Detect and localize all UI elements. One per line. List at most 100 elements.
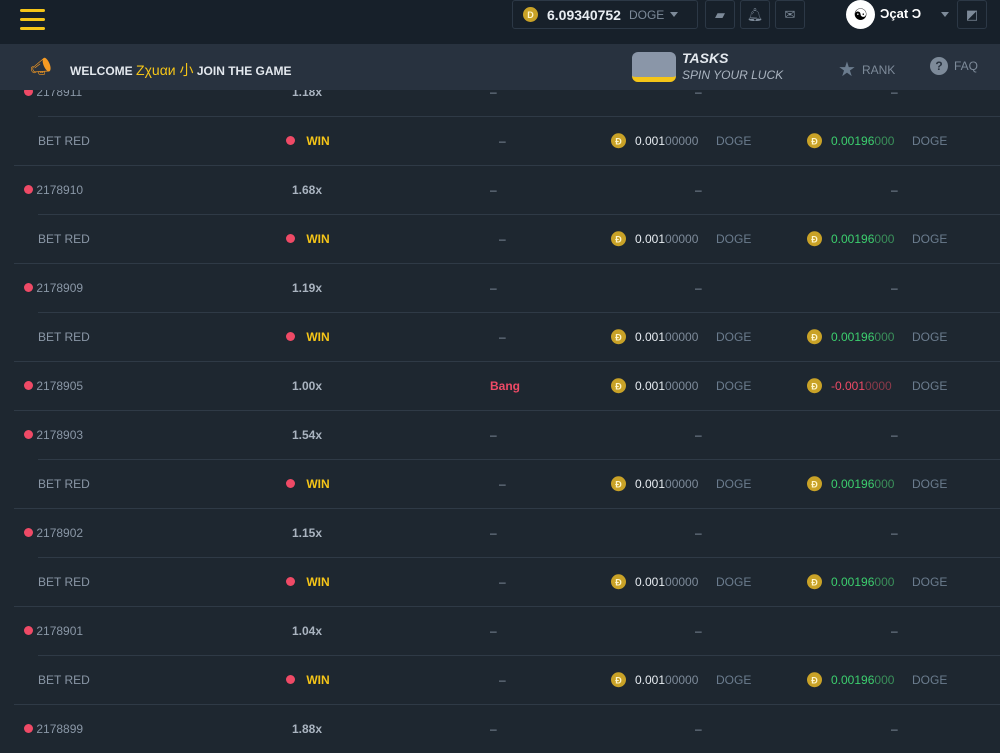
bet-amount: – — [695, 182, 702, 197]
red-dot-icon — [24, 380, 33, 390]
bet-amount: – — [695, 721, 702, 736]
game-row[interactable]: 2178905 1.00x Bang Ð 0.00100000 DOGE Ð -0.00100… — [0, 361, 1000, 410]
bet-amount: 0.00100000 — [635, 329, 699, 344]
bet-label: BET RED — [38, 231, 90, 246]
balance-selector[interactable]: D 6.09340752 DOGE — [512, 0, 698, 29]
game-id[interactable]: 2178903 — [36, 427, 84, 442]
result: – — [499, 133, 506, 148]
wallet-icon: ▰ — [715, 6, 725, 22]
bet-result: WIN — [306, 574, 330, 589]
avatar[interactable]: ☯ — [846, 0, 875, 29]
doge-coin-icon: Ð — [611, 378, 626, 394]
username[interactable]: Ɔçat Ɔ — [880, 6, 922, 21]
bet-currency: DOGE — [716, 133, 752, 148]
tasks-link[interactable]: TASKS SPIN YOUR LUCK — [682, 50, 783, 84]
row-divider — [38, 459, 1000, 460]
payout-currency: DOGE — [912, 329, 948, 344]
result: – — [490, 525, 497, 540]
multiplier: 1.00x — [292, 378, 323, 393]
welcome-bar: 📣︎ WELCOME Zχuαи 小 JOIN THE GAME TASKS S… — [0, 44, 1000, 90]
bet-amount: – — [695, 280, 702, 295]
doge-coin-icon: Ð — [611, 672, 626, 688]
rank-label: RANK — [861, 62, 896, 77]
doge-coin-icon: D — [523, 7, 538, 22]
bet-row[interactable]: BET RED WIN – Ð 0.00100000 DOGE Ð 0.00196000 DO… — [0, 459, 1000, 508]
red-dot-icon — [24, 625, 33, 635]
welcome-username: Zχuαи 小 — [136, 62, 194, 78]
row-divider — [38, 312, 1000, 313]
multiplier: 1.54x — [292, 427, 323, 442]
megaphone-icon: 📣︎ — [30, 57, 52, 76]
payout-amount: 0.00196000 — [831, 231, 895, 246]
top-bar: D 6.09340752 DOGE ▰ 🔔︎ ✉ ☯ Ɔçat Ɔ ◩ — [0, 0, 1000, 44]
payout-amount: – — [891, 427, 898, 442]
game-id[interactable]: 2178909 — [36, 280, 84, 295]
payout-amount: -0.0010000 — [831, 378, 892, 393]
rank-link[interactable]: ★ RANK — [838, 57, 895, 82]
welcome-prefix: WELCOME — [70, 64, 133, 78]
star-icon: ★ — [838, 59, 856, 81]
faq-link[interactable]: ? FAQ — [930, 57, 978, 75]
payout-amount: – — [891, 623, 898, 638]
payout-amount: 0.00196000 — [831, 329, 895, 344]
doge-coin-icon: Ð — [611, 133, 626, 149]
welcome-suffix: JOIN THE GAME — [196, 64, 292, 78]
doge-coin-icon: Ð — [611, 231, 626, 247]
red-dot-icon — [24, 527, 33, 537]
game-row[interactable]: 2178901 1.04x – – – — [0, 606, 1000, 655]
hamburger-menu-icon[interactable] — [20, 9, 45, 31]
red-dot-icon — [286, 674, 295, 684]
payout-currency: DOGE — [912, 476, 948, 491]
doge-coin-icon: Ð — [807, 231, 822, 247]
game-id[interactable]: 2178910 — [36, 182, 84, 197]
wallet-button[interactable]: ▰ — [705, 0, 735, 29]
chat-toggle-button[interactable]: ◩ — [957, 0, 987, 29]
bet-row[interactable]: BET RED WIN – Ð 0.00100000 DOGE Ð 0.00196000 DO… — [0, 116, 1000, 165]
bet-currency: DOGE — [716, 672, 752, 687]
messages-button[interactable]: ✉ — [775, 0, 805, 29]
red-dot-icon — [24, 86, 33, 96]
bet-row[interactable]: BET RED WIN – Ð 0.00100000 DOGE Ð 0.00196000 DO… — [0, 655, 1000, 704]
row-divider — [14, 606, 1000, 607]
red-dot-icon — [286, 331, 295, 341]
multiplier: 1.88x — [292, 721, 323, 736]
bet-currency: DOGE — [716, 329, 752, 344]
bet-row[interactable]: BET RED WIN – Ð 0.00100000 DOGE Ð 0.00196000 DO… — [0, 214, 1000, 263]
bet-amount: 0.00100000 — [635, 476, 699, 491]
game-id[interactable]: 2178905 — [36, 378, 84, 393]
red-dot-icon — [286, 576, 295, 586]
treasure-chest-icon[interactable] — [632, 52, 676, 82]
bet-label: BET RED — [38, 133, 90, 148]
bet-result: WIN — [306, 329, 330, 344]
red-dot-icon — [24, 184, 33, 194]
doge-coin-icon: Ð — [807, 574, 822, 590]
doge-coin-icon: Ð — [611, 574, 626, 590]
red-dot-icon — [286, 478, 295, 488]
mail-icon: ✉ — [784, 6, 796, 22]
bet-row[interactable]: BET RED WIN – Ð 0.00100000 DOGE Ð 0.00196000 DO… — [0, 312, 1000, 361]
result: – — [499, 672, 506, 687]
payout-currency: DOGE — [912, 378, 948, 393]
game-row[interactable]: 2178909 1.19x – – – — [0, 263, 1000, 312]
bet-label: BET RED — [38, 476, 90, 491]
game-row[interactable]: 2178903 1.54x – – – — [0, 410, 1000, 459]
doge-coin-icon: Ð — [807, 329, 822, 345]
balance-value: 6.09340752 — [547, 6, 621, 23]
result: – — [490, 427, 497, 442]
payout-currency: DOGE — [912, 672, 948, 687]
payout-amount: 0.00196000 — [831, 133, 895, 148]
game-row[interactable]: 2178899 1.88x – – – — [0, 704, 1000, 753]
help-icon: ? — [930, 57, 948, 75]
user-menu-chevron-icon[interactable] — [941, 12, 949, 17]
notifications-button[interactable]: 🔔︎ — [740, 0, 770, 29]
bet-row[interactable]: BET RED WIN – Ð 0.00100000 DOGE Ð 0.00196000 DO… — [0, 557, 1000, 606]
game-row[interactable]: 2178902 1.15x – – – — [0, 508, 1000, 557]
chat-icon: ◩ — [965, 6, 979, 22]
game-id[interactable]: 2178902 — [36, 525, 84, 540]
bet-amount: – — [695, 427, 702, 442]
game-id[interactable]: 2178901 — [36, 623, 84, 638]
row-divider — [14, 410, 1000, 411]
game-id[interactable]: 2178899 — [36, 721, 84, 736]
bet-currency: DOGE — [716, 231, 752, 246]
game-row[interactable]: 2178910 1.68x – – – — [0, 165, 1000, 214]
